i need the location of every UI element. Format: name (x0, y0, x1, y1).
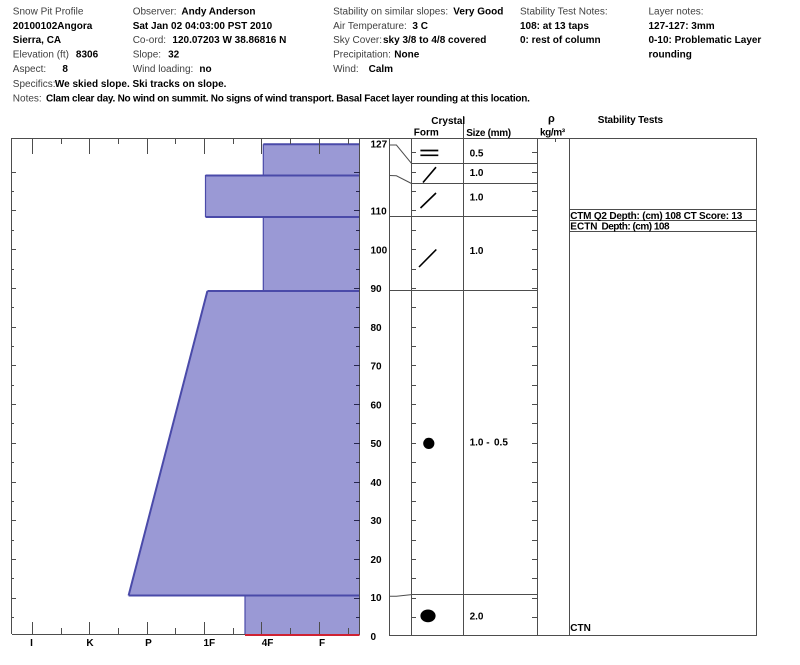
svg-text:60: 60 (371, 400, 383, 411)
svg-text:4F: 4F (262, 638, 274, 649)
svg-text:108: at 13 taps: 108: at 13 taps (520, 21, 589, 32)
svg-text:40: 40 (371, 478, 383, 489)
svg-text:127-127: 3mm: 127-127: 3mm (649, 21, 715, 32)
svg-text:no: no (199, 64, 211, 75)
svg-text:Precipitation:: Precipitation: (333, 49, 391, 60)
svg-text:10: 10 (371, 593, 383, 604)
svg-text:Andy Anderson: Andy Anderson (181, 7, 255, 18)
svg-text:Specifics:: Specifics: (13, 79, 56, 90)
svg-text:Stability on similar slopes:: Stability on similar slopes: (333, 7, 448, 18)
svg-text:Sierra, CA: Sierra, CA (13, 35, 61, 46)
svg-text:3 C: 3 C (412, 21, 428, 32)
svg-text:rounding: rounding (649, 49, 692, 60)
svg-text:Stability Test Notes:: Stability Test Notes: (520, 7, 608, 18)
svg-text:1.0: 1.0 (470, 246, 484, 257)
svg-text:K: K (86, 638, 94, 649)
svg-text:Co-ord:: Co-ord: (133, 35, 166, 46)
svg-text:Sat Jan 02 04:03:00 PST 2010: Sat Jan 02 04:03:00 PST 2010 (133, 21, 273, 32)
svg-text:Aspect:: Aspect: (13, 64, 46, 75)
svg-text:30: 30 (371, 516, 383, 527)
svg-text:Clam clear day. No wind on sum: Clam clear day. No wind on summit. No si… (46, 94, 530, 105)
svg-text:80: 80 (371, 323, 383, 334)
svg-text:ECTN: ECTN (570, 222, 597, 233)
svg-text:Layer notes:: Layer notes: (649, 7, 704, 18)
svg-text:CTM Q2 Depth: (cm) 108 CT Scor: CTM Q2 Depth: (cm) 108 CT Score: 13 (570, 211, 742, 222)
svg-text:Wind:: Wind: (333, 64, 359, 75)
svg-text:sky 3/8 to 4/8 covered: sky 3/8 to 4/8 covered (383, 35, 486, 46)
svg-text:20100102Angora: 20100102Angora (13, 21, 93, 32)
svg-text:F: F (319, 638, 325, 649)
svg-text:Wind loading:: Wind loading: (133, 64, 194, 75)
svg-text:8306: 8306 (76, 49, 99, 60)
svg-text:None: None (394, 49, 419, 60)
svg-text:0.5: 0.5 (494, 438, 508, 449)
svg-text:Sky Cover:: Sky Cover: (333, 35, 382, 46)
svg-text:2.0: 2.0 (470, 612, 484, 623)
svg-text:I: I (30, 638, 33, 649)
svg-text:CTN: CTN (570, 623, 591, 634)
svg-text:Elevation (ft): Elevation (ft) (13, 49, 69, 60)
svg-text:Depth: (cm) 108: Depth: (cm) 108 (602, 222, 670, 233)
svg-text:32: 32 (168, 49, 180, 60)
svg-text:Slope:: Slope: (133, 49, 161, 60)
svg-text:120.07203 W 38.86816 N: 120.07203 W 38.86816 N (172, 35, 286, 46)
svg-text:kg/m³: kg/m³ (540, 128, 566, 139)
svg-text:Size (mm): Size (mm) (466, 128, 511, 139)
svg-text:20: 20 (371, 555, 383, 566)
svg-text:0: rest of column: 0: rest of column (520, 35, 601, 46)
svg-text:Snow Pit Profile: Snow Pit Profile (13, 7, 84, 18)
svg-text:0: 0 (371, 632, 377, 643)
svg-text:70: 70 (371, 362, 383, 373)
svg-text:Form: Form (414, 128, 439, 139)
svg-text:0.5: 0.5 (470, 149, 484, 160)
svg-text:90: 90 (371, 284, 383, 295)
svg-text:100: 100 (371, 245, 388, 256)
svg-text:1.0: 1.0 (470, 168, 484, 179)
svg-text:0-10: Problematic Layer: 0-10: Problematic Layer (649, 35, 762, 46)
svg-text:8: 8 (62, 64, 68, 75)
svg-text:P: P (145, 638, 152, 649)
svg-text:Calm: Calm (369, 64, 394, 75)
svg-text:1.0 -: 1.0 - (470, 438, 490, 449)
svg-text:Notes:: Notes: (13, 94, 42, 105)
svg-text:ρ: ρ (548, 113, 555, 125)
svg-text:Crystal: Crystal (431, 116, 465, 127)
svg-text:1.0: 1.0 (470, 192, 484, 203)
svg-text:Very Good: Very Good (453, 7, 503, 18)
svg-text:1F: 1F (203, 638, 215, 649)
svg-text:110: 110 (371, 207, 388, 218)
svg-text:Stability Tests: Stability Tests (598, 115, 664, 126)
svg-text:We skied slope. Ski tracks on: We skied slope. Ski tracks on slope. (55, 79, 227, 90)
svg-text:50: 50 (371, 439, 383, 450)
svg-text:Observer:: Observer: (133, 7, 177, 18)
svg-text:Air Temperature:: Air Temperature: (333, 21, 407, 32)
svg-text:127: 127 (371, 139, 388, 150)
